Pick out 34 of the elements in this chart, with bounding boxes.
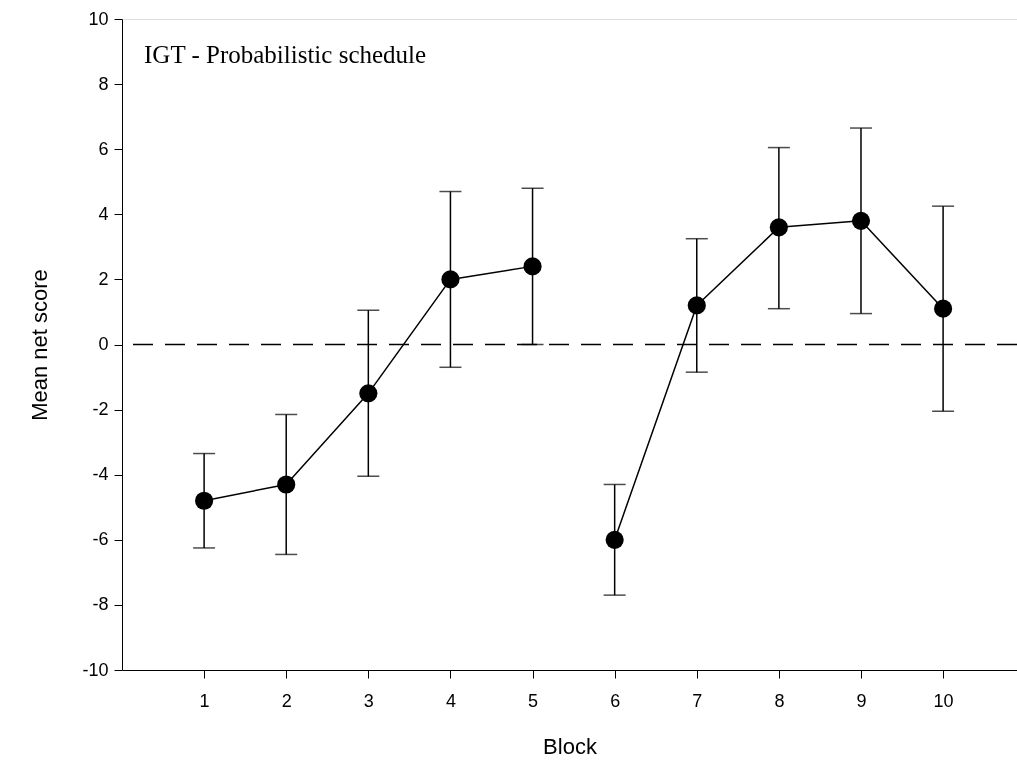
x-tick-label: 6 xyxy=(610,690,621,711)
point xyxy=(687,296,706,315)
point xyxy=(441,270,460,289)
x-tick-label: 10 xyxy=(933,690,954,711)
point xyxy=(605,530,624,549)
y-tick-label: -10 xyxy=(82,659,109,680)
x-tick-label: 5 xyxy=(528,690,539,711)
point xyxy=(769,218,788,237)
y-tick-label: 10 xyxy=(88,8,109,29)
y-tick-label: -2 xyxy=(92,399,109,420)
y-tick-label: 0 xyxy=(98,334,109,354)
y-tick-label: 8 xyxy=(98,73,109,94)
y-tick-label: -8 xyxy=(92,594,109,615)
point xyxy=(195,491,214,510)
x-axis-title: Block xyxy=(543,733,598,759)
point xyxy=(934,299,953,318)
y-tick-label: 4 xyxy=(98,203,109,224)
y-tick-label: 2 xyxy=(98,268,109,289)
y-axis-title: Mean net score xyxy=(27,269,53,421)
point xyxy=(277,475,296,494)
y-tick-label: -6 xyxy=(92,529,109,550)
x-tick-label: 1 xyxy=(199,690,210,711)
x-tick-label: 4 xyxy=(445,690,456,711)
point xyxy=(851,211,871,230)
x-tick-label: 2 xyxy=(281,690,292,711)
x-tick-label: 3 xyxy=(363,690,374,711)
y-tick-label: 6 xyxy=(98,138,109,159)
x-tick-label: 7 xyxy=(692,690,703,711)
x-tick-label: 8 xyxy=(774,690,785,711)
point xyxy=(359,384,378,403)
point xyxy=(523,257,542,276)
y-tick-label: -4 xyxy=(92,464,109,485)
annotation: IGT - Probabilistic schedule xyxy=(144,41,427,68)
x-tick-label: 9 xyxy=(856,690,867,711)
